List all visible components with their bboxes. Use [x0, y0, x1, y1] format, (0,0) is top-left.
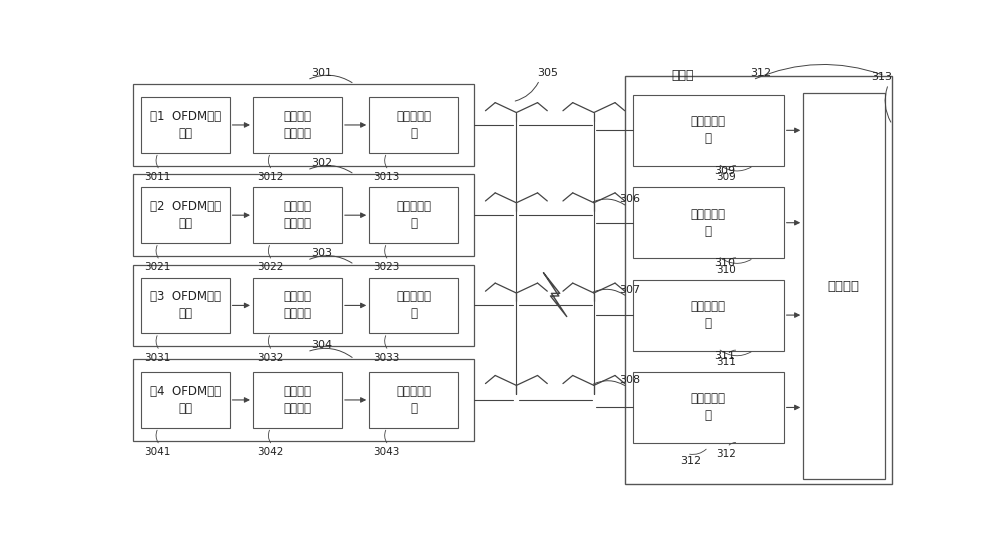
- Text: 310: 310: [714, 258, 735, 268]
- Text: 3032: 3032: [257, 353, 283, 363]
- Bar: [369, 97, 458, 153]
- Text: 3033: 3033: [373, 353, 399, 363]
- Bar: [140, 372, 230, 427]
- Bar: [369, 278, 458, 333]
- Text: 第五射频链
路: 第五射频链 路: [691, 116, 726, 145]
- Text: 第1  OFDM信号
模块: 第1 OFDM信号 模块: [150, 110, 221, 140]
- Text: 3043: 3043: [373, 447, 399, 457]
- Bar: [369, 372, 458, 427]
- Bar: [633, 95, 784, 166]
- Text: 312: 312: [680, 456, 701, 466]
- Text: 309: 309: [716, 172, 735, 182]
- Text: 306: 306: [619, 194, 640, 204]
- Text: 处理模块: 处理模块: [828, 280, 860, 292]
- Text: 第二射频链
路: 第二射频链 路: [396, 200, 431, 230]
- Text: 3041: 3041: [144, 447, 171, 457]
- Text: 第七射频链
路: 第七射频链 路: [691, 300, 726, 330]
- Text: 3022: 3022: [257, 262, 283, 272]
- Text: 3021: 3021: [144, 262, 171, 272]
- Text: 第三基带
处理模块: 第三基带 处理模块: [283, 290, 311, 320]
- Text: 3013: 3013: [373, 172, 399, 182]
- Bar: [253, 187, 342, 243]
- Bar: [133, 174, 474, 256]
- Bar: [633, 280, 784, 350]
- Text: 3031: 3031: [144, 353, 171, 363]
- Text: 第六射频链
路: 第六射频链 路: [691, 208, 726, 238]
- Text: 311: 311: [714, 350, 735, 360]
- Text: 307: 307: [619, 285, 641, 295]
- Text: 3023: 3023: [373, 262, 399, 272]
- Text: 303: 303: [311, 248, 332, 258]
- Bar: [253, 97, 342, 153]
- Text: 301: 301: [311, 68, 332, 78]
- Text: 第二基带
处理模块: 第二基带 处理模块: [283, 200, 311, 230]
- Text: 第四基带
处理模块: 第四基带 处理模块: [283, 385, 311, 415]
- Bar: [133, 84, 474, 166]
- Text: 312: 312: [716, 449, 736, 459]
- Bar: [133, 359, 474, 441]
- Text: 第一基带
处理模块: 第一基带 处理模块: [283, 110, 311, 140]
- Bar: [140, 97, 230, 153]
- Bar: [140, 278, 230, 333]
- Text: 第四射频链
路: 第四射频链 路: [396, 385, 431, 415]
- Bar: [140, 187, 230, 243]
- Bar: [803, 93, 885, 479]
- Text: 3042: 3042: [257, 447, 283, 457]
- Text: 接收端: 接收端: [672, 69, 694, 82]
- Bar: [253, 278, 342, 333]
- Text: 313: 313: [871, 72, 892, 82]
- Text: 305: 305: [537, 68, 558, 78]
- Text: 311: 311: [716, 357, 736, 367]
- Text: 304: 304: [311, 340, 332, 350]
- Bar: [633, 187, 784, 258]
- Text: 312: 312: [750, 68, 771, 78]
- Text: 3011: 3011: [144, 172, 171, 182]
- Text: 3012: 3012: [257, 172, 283, 182]
- Text: 第4  OFDM信号
模块: 第4 OFDM信号 模块: [150, 385, 221, 415]
- Text: 第一射频链
路: 第一射频链 路: [396, 110, 431, 140]
- Text: 308: 308: [619, 375, 641, 385]
- Bar: [625, 75, 892, 484]
- Text: 第2  OFDM信号
模块: 第2 OFDM信号 模块: [150, 200, 221, 230]
- Text: 第三射频链
路: 第三射频链 路: [396, 290, 431, 320]
- Bar: [633, 372, 784, 443]
- Bar: [369, 187, 458, 243]
- Text: 第3  OFDM信号
模块: 第3 OFDM信号 模块: [150, 290, 221, 320]
- Text: 第八射频链
路: 第八射频链 路: [691, 392, 726, 422]
- Text: 302: 302: [311, 158, 332, 168]
- Text: 309: 309: [714, 166, 735, 176]
- Text: 310: 310: [716, 264, 735, 275]
- Bar: [253, 372, 342, 427]
- Bar: [133, 264, 474, 346]
